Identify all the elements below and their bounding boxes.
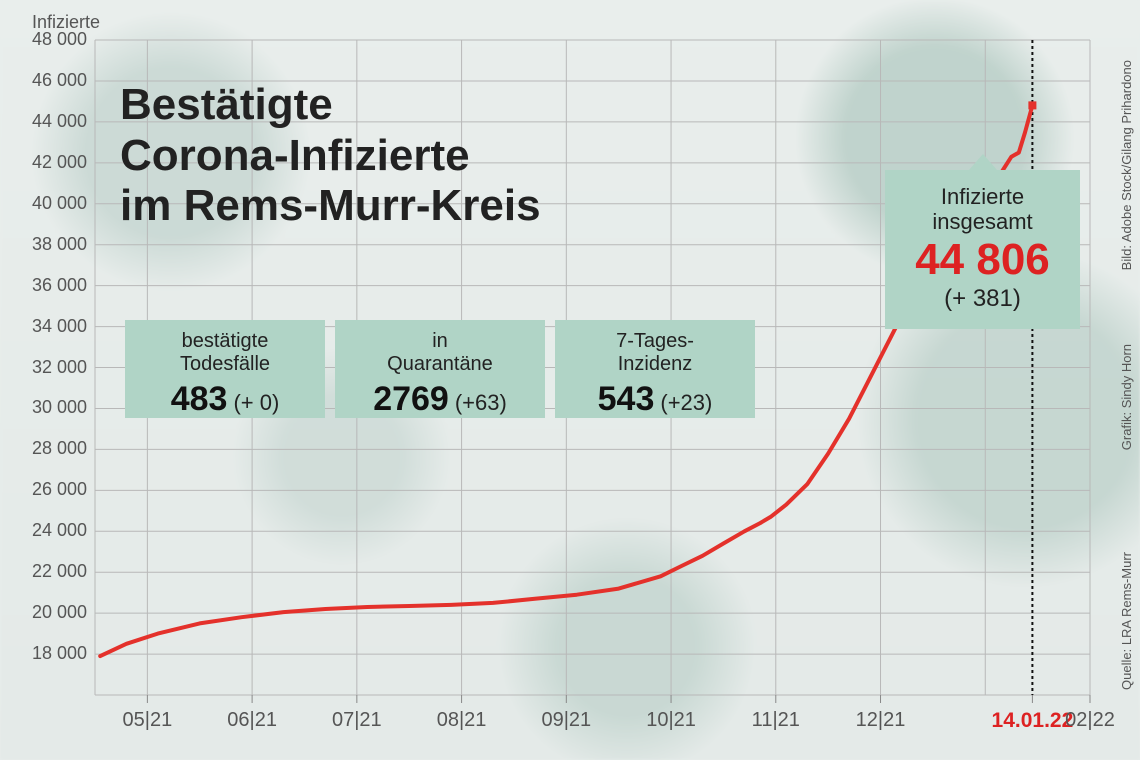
chart-headline: BestätigteCorona-Infizierteim Rems-Murr-… [120,80,541,232]
y-tick-label: 46 000 [32,70,87,91]
y-tick-label: 36 000 [32,275,87,296]
stat-caption: 7-Tages-Inzidenz [569,330,741,376]
x-tick-label: 05|21 [123,709,173,732]
stat-box-2: 7-Tages-Inzidenz 543(+23) [555,320,755,418]
callout-caption: Infizierteinsgesamt [903,184,1062,235]
y-tick-label: 42 000 [32,152,87,173]
stat-value: 2769 [373,380,449,418]
stat-delta: (+23) [660,390,712,415]
stat-value: 543 [598,380,655,418]
headline-line: im Rems-Murr-Kreis [120,181,541,232]
y-tick-label: 38 000 [32,234,87,255]
callout-delta: (+ 381) [903,285,1062,313]
callout-value: 44 806 [903,235,1062,285]
y-tick-label: 18 000 [32,643,87,664]
y-tick-label: 32 000 [32,357,87,378]
y-tick-label: 28 000 [32,438,87,459]
x-tick-label: 12|21 [856,709,906,732]
stat-box-0: bestätigteTodesfälle 483(+ 0) [125,320,325,418]
credit-line-0: Quelle: LRA Rems-Murr [1119,552,1134,690]
stat-delta: (+63) [455,390,507,415]
total-callout: Infizierteinsgesamt 44 806 (+ 381) [885,170,1080,329]
stat-box-1: inQuarantäne 2769(+63) [335,320,545,418]
y-tick-label: 34 000 [32,316,87,337]
y-tick-label: 40 000 [32,193,87,214]
x-tick-label: 07|21 [332,709,382,732]
y-tick-label: 20 000 [32,602,87,623]
y-tick-label: 44 000 [32,111,87,132]
x-tick-label: 09|21 [541,709,591,732]
y-tick-label: 30 000 [32,397,87,418]
x-tick-label: 11|21 [752,709,800,732]
x-tick-label: 10|21 [646,709,696,732]
y-tick-label: 48 000 [32,29,87,50]
x-tick-label: 08|21 [437,709,487,732]
credit-line-1: Grafik: Sindy Horn [1119,344,1134,450]
headline-line: Bestätigte [120,80,541,131]
y-tick-label: 26 000 [32,479,87,500]
stat-caption: bestätigteTodesfälle [139,330,311,376]
x-tick-label: 02|22 [1065,709,1115,732]
y-tick-label: 24 000 [32,520,87,541]
stat-delta: (+ 0) [233,390,279,415]
stat-caption: inQuarantäne [349,330,531,376]
y-tick-label: 22 000 [32,561,87,582]
x-tick-label: 06|21 [227,709,277,732]
headline-line: Corona-Infizierte [120,131,541,182]
x-tick-label-current-date: 14.01.22 [992,709,1074,733]
credit-line-2: Bild: Adobe Stock/Gilang Prihardono [1119,60,1134,270]
stat-value: 483 [171,380,228,418]
